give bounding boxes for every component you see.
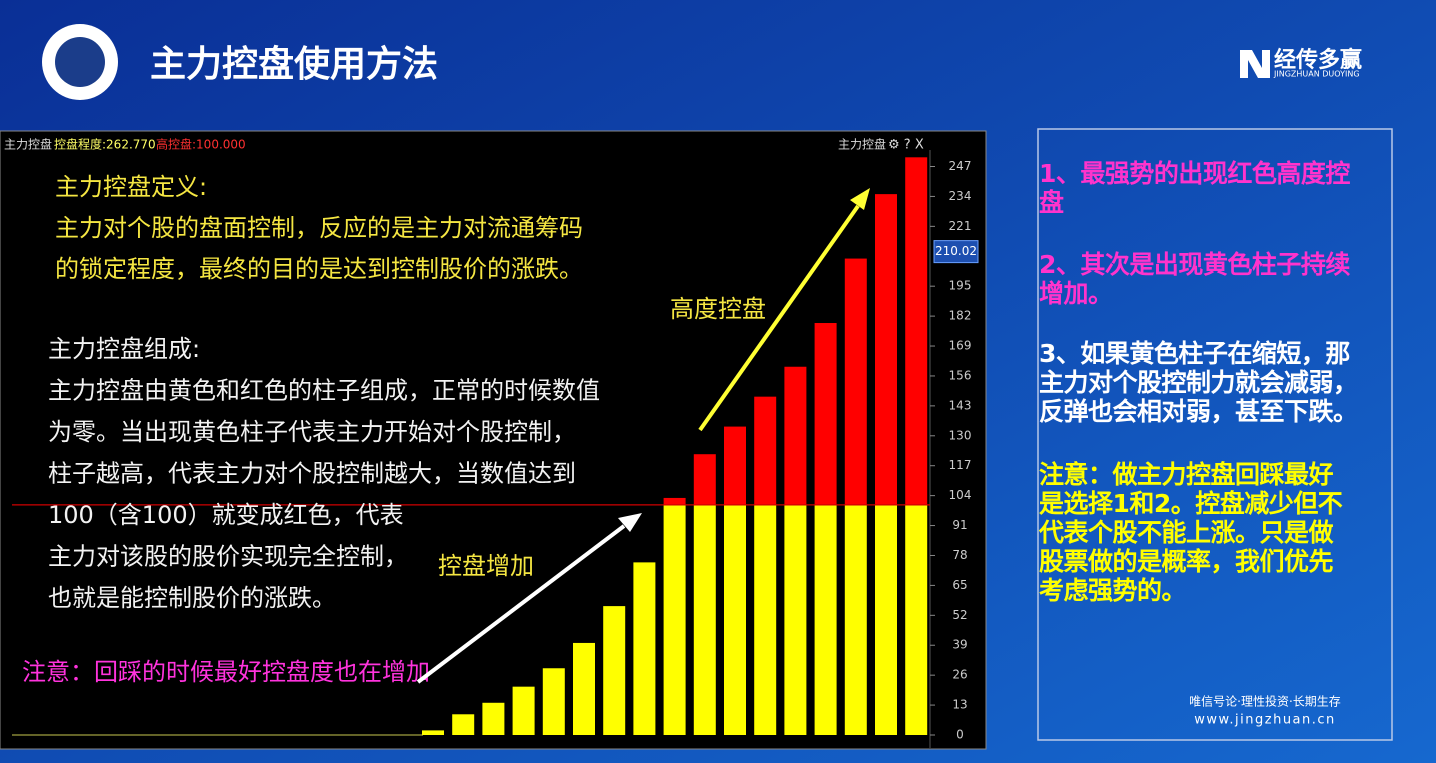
bar-segment xyxy=(754,504,777,735)
y-tick-label: 182 xyxy=(949,309,972,323)
bar-segment xyxy=(905,157,928,505)
y-tick-label: 65 xyxy=(952,578,967,592)
bar-segment xyxy=(633,562,656,735)
arrow-head xyxy=(618,513,642,532)
panel-title: 主力控盘 xyxy=(4,137,52,152)
side-panel xyxy=(1037,128,1393,741)
bar-segment xyxy=(844,504,867,735)
side-line: 注意：做主力控盘回踩最好 xyxy=(1039,460,1334,489)
y-tick-label: 130 xyxy=(949,428,972,442)
bar-segment xyxy=(482,702,505,735)
bar-segment xyxy=(814,504,837,735)
y-tick-label: 234 xyxy=(949,189,972,203)
side-line: 盘 xyxy=(1039,188,1064,217)
side-line: 增加。 xyxy=(1039,279,1113,308)
y-tick-label: 91 xyxy=(952,518,967,532)
bar-segment xyxy=(693,454,716,505)
bar-segment xyxy=(875,194,897,505)
definition-line: 主力控盘定义: xyxy=(55,173,207,201)
bar-segment xyxy=(724,426,746,505)
y-tick-label: 52 xyxy=(952,608,967,622)
bar-segment xyxy=(905,504,928,735)
composition-line: 为零。当出现黄色柱子代表主力开始对个股控制， xyxy=(48,418,576,446)
bar-segment xyxy=(724,504,746,735)
y-tick-label: 104 xyxy=(949,488,972,502)
y-tick-label: 156 xyxy=(949,368,972,382)
y-tick-label: 169 xyxy=(949,339,972,353)
toolbar-label: 主力控盘 xyxy=(838,137,886,152)
y-tick-label: 143 xyxy=(949,398,972,412)
note-label: 注意：回踩的时候最好控盘度也在增加 xyxy=(22,658,430,686)
chart: 主力控盘 控盘程度:262.770 高控盘:100.000 主力控盘 ⚙ ? X… xyxy=(0,130,987,750)
increase-label: 控盘增加 xyxy=(438,552,534,580)
bar-segment xyxy=(693,504,716,735)
side-line: 主力对个股控制力就会减弱， xyxy=(1039,368,1358,397)
y-tick-label: 247 xyxy=(949,159,972,173)
arrow-head xyxy=(850,188,870,210)
toolbar-icons[interactable]: ⚙ ? X xyxy=(888,138,924,153)
icon xyxy=(55,37,105,87)
bar-segment xyxy=(542,668,565,735)
y-tick-label: 39 xyxy=(952,638,967,652)
threshold-label: 高控盘:100.000 xyxy=(156,137,246,152)
side-line: 2、其次是出现黄色柱子持续 xyxy=(1039,250,1350,279)
y-tick-label: 13 xyxy=(952,698,967,712)
title: 主力控盘使用方法 xyxy=(150,43,438,85)
y-tick-label: 221 xyxy=(949,219,972,233)
composition-line: 100（含100）就变成红色，代表 xyxy=(48,501,404,529)
composition-line: 也就是能控制股价的涨跌。 xyxy=(48,584,336,612)
bar-segment xyxy=(663,504,686,735)
side-line: 3、如果黄色柱子在缩短，那 xyxy=(1039,339,1350,368)
y-tick-label: 117 xyxy=(949,458,972,472)
footer-url: www.jingzhuan.cn xyxy=(1194,713,1336,728)
bar-segment xyxy=(603,606,626,735)
logo-sub: JINGZHUAN DUOYING xyxy=(1273,70,1360,79)
bar-segment xyxy=(784,504,807,735)
annotations: 主力控盘定义: 主力对个股的盘面控制，反应的是主力对流通筹码的锁定程度，最终的目的… xyxy=(22,173,766,686)
current-value-box xyxy=(933,240,979,264)
bar-segment xyxy=(754,396,777,505)
side-line: 是选择1和2。控盘减少但不 xyxy=(1039,489,1343,518)
composition-line: 柱子越高，代表主力对个股控制越大，当数值达到 xyxy=(48,460,576,488)
y-tick-label: 195 xyxy=(949,279,972,293)
side-line: 反弹也会相对弱，甚至下跌。 xyxy=(1039,397,1358,426)
current-value-label: 210.02 xyxy=(935,244,977,258)
y-tick-label: 78 xyxy=(952,548,967,562)
y-tick-label: 0 xyxy=(956,728,964,742)
logo: 经传多赢 xyxy=(1274,47,1362,73)
bar-segment xyxy=(422,730,444,735)
bar-segment xyxy=(844,258,867,505)
composition-line: 主力控盘由黄色和红色的柱子组成，正常的时候数值 xyxy=(48,377,600,405)
bar-segment xyxy=(452,714,475,735)
composition-line: 主力对该股的股价实现完全控制， xyxy=(48,543,408,571)
bar-segment xyxy=(573,642,595,735)
y-tick-label: 26 xyxy=(952,668,967,682)
bar-segment xyxy=(814,323,837,505)
side-line: 1、最强势的出现红色高度控 xyxy=(1039,159,1350,188)
logo-mark xyxy=(1240,50,1270,78)
composition-line: 主力控盘组成: xyxy=(48,335,200,363)
definition-line: 主力对个股的盘面控制，反应的是主力对流通筹码 xyxy=(55,214,583,242)
side-line: 股票做的是概率，我们优先 xyxy=(1039,547,1334,576)
arrow xyxy=(698,204,860,432)
indicator-label: 控盘程度:262.770 xyxy=(54,137,156,152)
high-control-label: 高度控盘 xyxy=(670,295,766,323)
side-line: 代表个股不能上涨。只是做 xyxy=(1038,518,1334,547)
side-line: 考虑强势的。 xyxy=(1039,576,1186,605)
bar-segment xyxy=(875,504,897,735)
bar-segment xyxy=(784,366,807,505)
arrow xyxy=(416,524,626,684)
footer-slogan: 唯信号论·理性投资·长期生存 xyxy=(1189,694,1341,709)
bar-segment xyxy=(512,686,535,735)
bar-segment xyxy=(663,497,686,505)
definition-line: 的锁定程度，最终的目的是达到控制股价的涨跌。 xyxy=(55,255,583,283)
